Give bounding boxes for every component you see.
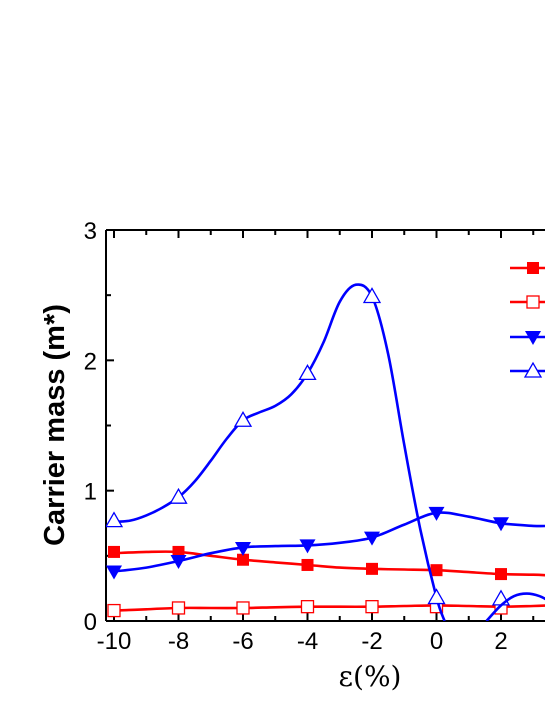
series-line xyxy=(485,592,545,621)
data-point-filled-triangle xyxy=(364,531,380,546)
series-line xyxy=(113,550,545,577)
legend-item-1 xyxy=(510,295,545,309)
series-2 xyxy=(106,506,545,580)
data-point-filled-triangle xyxy=(299,539,316,554)
data-point-open-square xyxy=(107,603,121,618)
x-axis-title: ε(%) xyxy=(339,660,402,693)
data-point-filled-triangle xyxy=(525,331,541,345)
y-tick-label: 3 xyxy=(84,218,97,245)
data-point-open-triangle xyxy=(169,487,188,504)
data-point-open-triangle xyxy=(427,588,446,605)
x-tick-label: -6 xyxy=(232,628,253,655)
axes: -10 -8 -6 -4 -2 0 2 0 1 2 3 xyxy=(84,218,545,655)
series-layer xyxy=(106,283,545,621)
y-tick-label: 1 xyxy=(84,479,97,506)
legend-item-0 xyxy=(510,262,545,274)
legend-item-3 xyxy=(510,361,545,378)
y-tick-label: 2 xyxy=(84,348,97,375)
data-point-filled-triangle xyxy=(428,506,445,521)
series-line xyxy=(113,511,545,573)
x-tick-label: -2 xyxy=(361,628,382,655)
data-point-filled-triangle xyxy=(493,517,509,532)
data-point-filled-square xyxy=(366,562,378,575)
data-point-open-triangle xyxy=(298,364,317,381)
y-axis-title: Carrier mass (m*) xyxy=(39,304,71,546)
data-point-filled-square xyxy=(237,553,249,566)
data-point-filled-triangle xyxy=(170,555,187,570)
series-4 xyxy=(485,592,545,621)
data-point-open-triangle xyxy=(362,287,382,304)
data-point-open-square xyxy=(171,601,186,615)
x-tick-label: -4 xyxy=(297,628,318,655)
y-tick-label: 0 xyxy=(84,609,97,636)
data-point-filled-square xyxy=(527,262,539,274)
series-0 xyxy=(108,545,545,581)
data-point-filled-triangle xyxy=(106,565,122,580)
data-point-open-square xyxy=(365,600,379,614)
data-point-filled-square xyxy=(301,558,314,571)
x-tick-label: -8 xyxy=(168,628,189,655)
series-line xyxy=(113,604,545,612)
data-point-open-triangle xyxy=(491,589,511,606)
x-tick-label: 0 xyxy=(430,628,443,655)
data-point-filled-square xyxy=(495,568,507,581)
data-point-open-triangle xyxy=(523,361,543,378)
legend xyxy=(510,262,545,378)
data-point-open-triangle xyxy=(233,410,253,427)
x-tick-label: 2 xyxy=(494,628,507,655)
series-1 xyxy=(107,600,545,618)
data-point-filled-square xyxy=(172,545,185,558)
data-point-open-triangle xyxy=(106,511,124,528)
data-point-filled-square xyxy=(430,564,443,577)
data-point-open-square xyxy=(526,295,540,309)
data-point-open-square xyxy=(300,600,315,614)
x-tick-label: -10 xyxy=(97,628,132,655)
data-point-filled-triangle xyxy=(235,542,251,557)
legend-item-2 xyxy=(510,331,545,345)
data-point-filled-square xyxy=(108,545,120,558)
data-point-open-square xyxy=(236,601,250,615)
series-3 xyxy=(106,283,511,621)
